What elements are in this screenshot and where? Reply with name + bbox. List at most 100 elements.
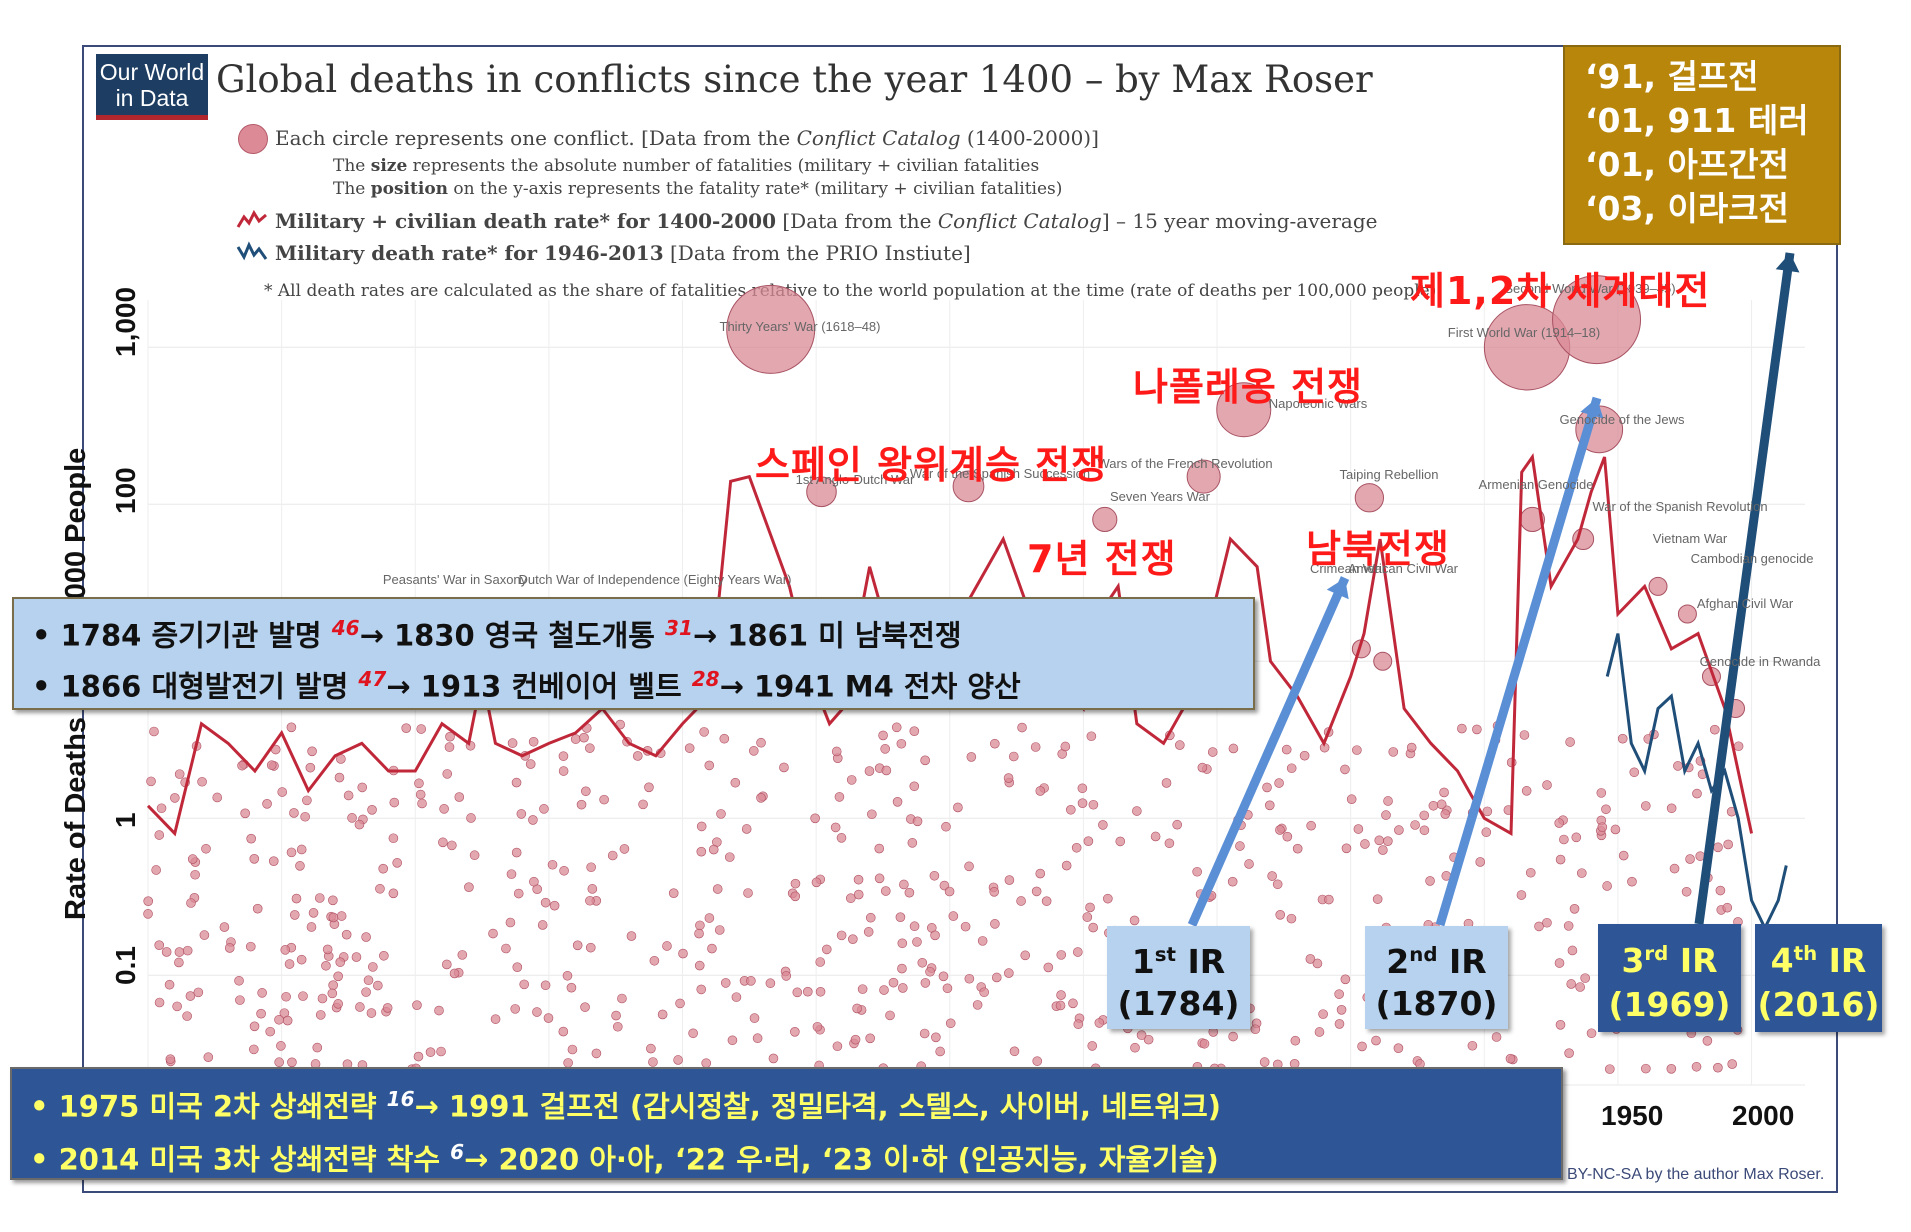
conflict-dot <box>563 1058 573 1068</box>
conflict-dot <box>1457 723 1467 734</box>
conflict-label: Peasants' War in Saxony <box>382 572 528 587</box>
conflict-dot <box>580 1002 590 1012</box>
conflict-dot <box>688 1028 698 1039</box>
conflict-dot <box>412 1000 422 1010</box>
conflict-dot <box>1132 806 1142 816</box>
conflict-dot <box>388 833 399 844</box>
arrow-line <box>1694 252 1795 925</box>
conflict-dot <box>1197 762 1208 773</box>
conflict-dot <box>1567 945 1578 956</box>
conflict-dot <box>347 813 357 823</box>
conflict-dot <box>249 1044 259 1055</box>
conflict-dot <box>436 1046 446 1057</box>
conflict-dot <box>276 1041 286 1051</box>
conflict-dot <box>714 925 725 935</box>
conflict-dot <box>768 1053 779 1064</box>
conflict-dot <box>511 777 522 788</box>
conflict-dot <box>1030 742 1041 752</box>
conflict-dot <box>1381 810 1391 820</box>
conflict-dot <box>720 978 731 988</box>
conflict-dot <box>289 910 300 920</box>
conflict-dot <box>1056 950 1067 960</box>
conflict-dot <box>699 727 709 737</box>
conflict-dot <box>964 861 974 872</box>
conflict-dot <box>1262 782 1272 793</box>
conflict-dot <box>1143 1034 1154 1045</box>
conflict-dot <box>1406 742 1417 753</box>
conflict-dot <box>341 929 352 940</box>
conflict-dot <box>907 838 918 848</box>
conflict-label: Seven Years War <box>1110 489 1210 504</box>
legend-circle-icon <box>238 124 268 154</box>
conflict-dot <box>675 998 685 1009</box>
conflict-label: Crimean War <box>1309 561 1387 576</box>
conflict-dot <box>948 911 959 921</box>
conflict-dot <box>668 888 679 898</box>
conflict-dot <box>1713 1062 1723 1073</box>
conflict-label: First World War (1914–18) <box>1447 325 1601 340</box>
conflict-dot <box>1554 958 1565 968</box>
conflict-dot <box>878 730 888 741</box>
strategy-line-2: • 2014 미국 3차 상쇄전략 착수 6→ 2020 아·아, ‘22 우·… <box>30 1139 1219 1177</box>
conflict-dot <box>234 975 244 986</box>
conflict-dot <box>1299 750 1310 761</box>
conflict-dot <box>812 1021 823 1032</box>
conflict-dot <box>1341 843 1352 854</box>
conflict-dot <box>1640 801 1651 811</box>
conflict-dot <box>848 934 858 944</box>
conflict-dot <box>367 805 377 815</box>
conflict-dot <box>1525 867 1536 878</box>
conflict-dot <box>537 920 548 930</box>
conflict-dot <box>591 1048 602 1059</box>
conflict-dot <box>438 837 448 848</box>
conflict-dot <box>1286 913 1297 924</box>
gold-line: ‘01, 아프간전 <box>1585 145 1789 184</box>
conflict-dot <box>1374 835 1385 846</box>
conflict-dot <box>852 1003 862 1014</box>
conflict-dot <box>731 992 742 1002</box>
conflict-dot <box>559 865 569 876</box>
conflict-dot <box>1136 1030 1147 1040</box>
conflict-dot <box>1314 1027 1325 1037</box>
conflict-dot <box>919 1028 930 1039</box>
conflict-dot <box>1604 1064 1615 1074</box>
conflict-dot <box>1575 982 1585 992</box>
conflict-dot <box>540 897 551 908</box>
series-line-red <box>146 453 1754 837</box>
arrow-line <box>1435 396 1602 927</box>
conflict-dot <box>1360 839 1370 849</box>
industrial-timeline-box: • 1784 증기기관 발명 46→ 1830 영국 철도개통 31→ 1861… <box>12 597 1255 710</box>
conflict-dot <box>306 922 317 932</box>
conflict-dot <box>1250 1024 1261 1035</box>
conflict-dot <box>657 1009 668 1020</box>
conflict-dot <box>529 876 539 887</box>
conflict-dot <box>925 966 935 977</box>
conflict-dot <box>1286 763 1297 774</box>
conflict-dot <box>646 1043 656 1054</box>
conflict-dot <box>880 886 891 896</box>
conflict-dot <box>853 874 864 885</box>
conflict-circle <box>1216 382 1272 438</box>
conflict-dot <box>644 782 654 793</box>
conflict-dot <box>917 957 928 968</box>
conflict-dot <box>392 858 402 868</box>
conflict-label: Genocide in Rwanda <box>1699 654 1821 669</box>
conflict-dot <box>1264 800 1275 811</box>
chart-footnote: * All death rates are calculated as the … <box>264 281 1442 301</box>
conflict-dot <box>1115 836 1126 847</box>
conflict-dot <box>1428 800 1439 811</box>
conflict-dot <box>388 888 399 899</box>
conflict-dot <box>1601 804 1611 815</box>
conflict-dot <box>1228 1031 1238 1042</box>
conflict-dot <box>815 986 826 997</box>
conflict-dot <box>1346 794 1357 805</box>
conflict-dot <box>1723 839 1733 850</box>
legend-blue-series: Military death rate* for 1946-2013 [Data… <box>275 241 971 265</box>
conflict-dot <box>445 731 455 742</box>
ir-box-3: 3rd IR (1969) <box>1598 924 1741 1032</box>
conflict-dot <box>449 968 460 979</box>
conflict-dot <box>899 879 909 890</box>
y-tick-label: 1,000 <box>110 287 141 358</box>
conflict-dot <box>375 883 385 894</box>
conflict-dot <box>1516 890 1527 900</box>
